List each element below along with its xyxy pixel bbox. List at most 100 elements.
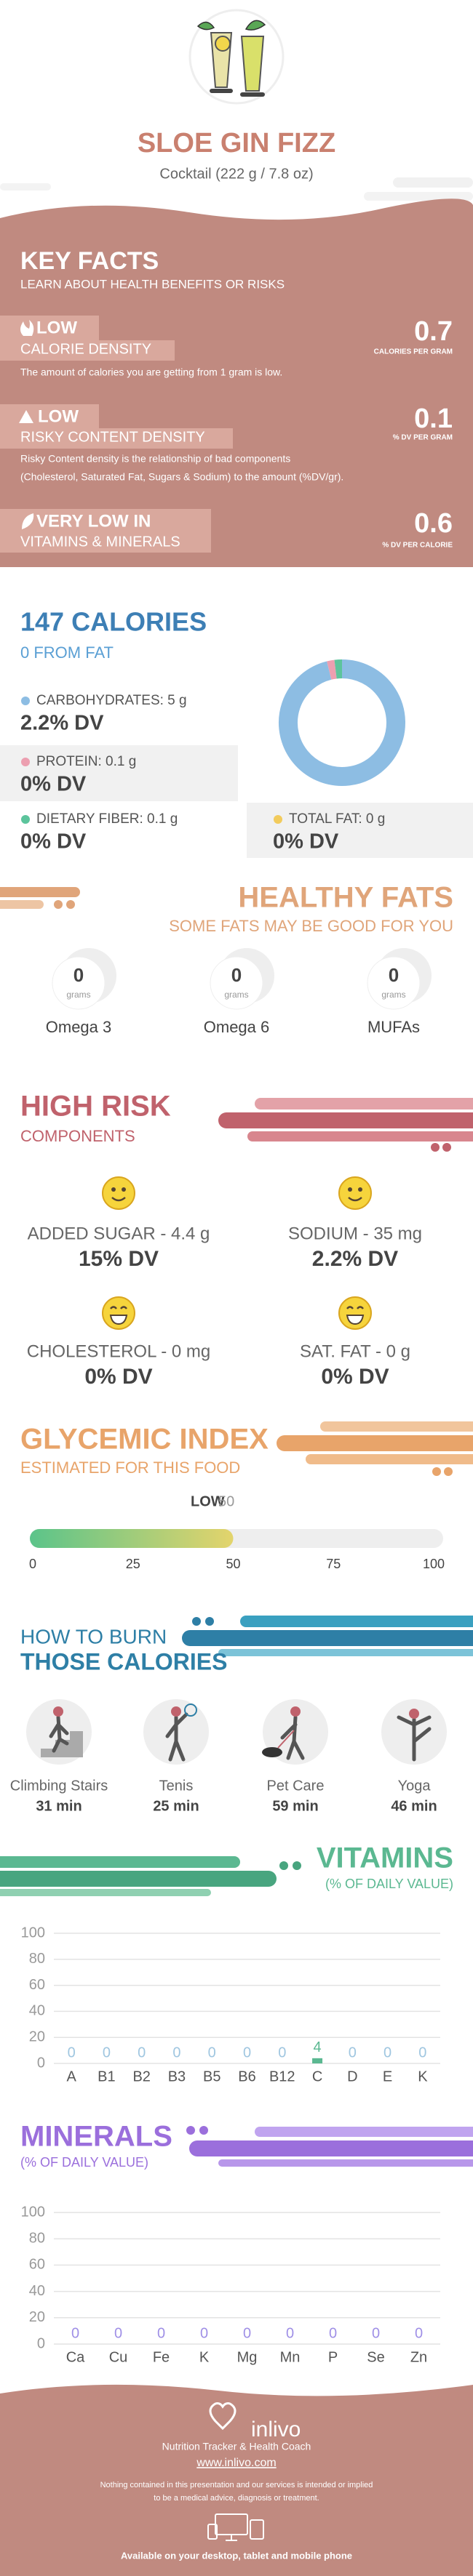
footer-bg bbox=[0, 2384, 473, 2576]
bar bbox=[312, 2058, 323, 2063]
y-tick-label: 80 bbox=[29, 1951, 45, 1967]
nutrient-band bbox=[0, 745, 238, 801]
fat-amount: 0 bbox=[73, 964, 84, 986]
value-label: 0 bbox=[172, 2045, 180, 2061]
y-tick-label: 20 bbox=[29, 2309, 45, 2325]
fat-name: Omega 6 bbox=[204, 1018, 270, 1036]
risk-dv: 15% DV bbox=[79, 1247, 159, 1271]
value-label: 0 bbox=[383, 2045, 391, 2061]
value-label: 0 bbox=[208, 2045, 216, 2061]
fact-value: 0.6 bbox=[414, 508, 453, 539]
fact-level: LOW bbox=[38, 406, 79, 426]
section-subtitle: ESTIMATED FOR THIS FOOD bbox=[20, 1458, 240, 1477]
nutrient-dv: 0% DV bbox=[20, 830, 87, 854]
disclaimer: to be a medical advice, diagnosis or tre… bbox=[154, 2494, 319, 2503]
nutrient-band bbox=[247, 803, 473, 858]
section-subtitle: SOME FATS MAY BE GOOD FOR YOU bbox=[169, 917, 453, 935]
fact-description: (Cholesterol, Saturated Fat, Sugars & So… bbox=[20, 471, 343, 483]
x-tick-label: B3 bbox=[168, 2069, 186, 2085]
x-tick-label: Ca bbox=[66, 2349, 85, 2365]
brand: inlivo bbox=[251, 2417, 301, 2441]
y-tick-label: 40 bbox=[29, 2283, 45, 2299]
activity-name: Climbing Stairs bbox=[10, 1778, 108, 1794]
section-subtitle: (% OF DAILY VALUE) bbox=[20, 2155, 148, 2170]
activity-icons bbox=[26, 1699, 447, 1765]
x-tick-label: P bbox=[328, 2349, 338, 2365]
fact-title: CALORIE DENSITY bbox=[20, 341, 151, 357]
fact-boxes bbox=[0, 316, 233, 553]
x-tick-label: B2 bbox=[132, 2069, 150, 2085]
activity-name: Tenis bbox=[159, 1778, 194, 1794]
availability: Available on your desktop, tablet and mo… bbox=[121, 2550, 352, 2561]
logo bbox=[209, 2402, 236, 2431]
value-label: 0 bbox=[418, 2045, 426, 2061]
risk-label: CHOLESTEROL - 0 mg bbox=[27, 1341, 211, 1361]
section-subtitle: 0 FROM FAT bbox=[20, 643, 114, 662]
x-tick-label: B1 bbox=[98, 2069, 115, 2085]
section-title: GLYCEMIC INDEX bbox=[20, 1424, 269, 1456]
nutrient-label: PROTEIN: 0.1 g bbox=[36, 754, 136, 769]
nutrient-label: DIETARY FIBER: 0.1 g bbox=[36, 811, 178, 827]
fact-unit: % DV PER CALORIE bbox=[382, 542, 453, 550]
section-title: HIGH RISK bbox=[20, 1091, 171, 1123]
section-title: VITAMINS bbox=[317, 1842, 453, 1874]
y-tick-label: 100 bbox=[21, 2204, 45, 2220]
section-title: 147 CALORIES bbox=[20, 607, 207, 637]
value-label: 0 bbox=[243, 2045, 251, 2061]
value-label: 0 bbox=[278, 2045, 286, 2061]
fact-level: VERY LOW IN bbox=[36, 511, 151, 531]
value-label: 0 bbox=[71, 2325, 79, 2341]
fact-unit: CALORIES PER GRAM bbox=[374, 348, 453, 356]
fact-icons bbox=[19, 320, 34, 529]
nutrient-dv: 0% DV bbox=[20, 773, 87, 796]
fact-unit: % DV PER GRAM bbox=[393, 434, 453, 442]
fact-description: Risky Content density is the relationshi… bbox=[20, 453, 290, 465]
donut-slice bbox=[327, 659, 337, 680]
y-tick-label: 100 bbox=[21, 1925, 45, 1941]
section-title: HEALTHY FATS bbox=[238, 882, 453, 914]
x-tick-label: Mn bbox=[280, 2349, 301, 2365]
x-tick-label: 25 bbox=[126, 1557, 140, 1571]
nutrient-label: CARBOHYDRATES: 5 g bbox=[36, 693, 187, 708]
key-facts-bg bbox=[0, 198, 473, 567]
y-tick-label: 40 bbox=[29, 2003, 45, 2019]
legend-dot bbox=[21, 758, 30, 766]
x-tick-label: B12 bbox=[269, 2069, 295, 2085]
value-label: 0 bbox=[286, 2325, 294, 2341]
title: SLOE GIN FIZZ bbox=[138, 128, 335, 159]
x-tick-label: B6 bbox=[238, 2069, 255, 2085]
x-tick-label: 0 bbox=[29, 1557, 36, 1571]
x-tick-label: C bbox=[312, 2069, 322, 2085]
stripes bbox=[182, 1616, 473, 1656]
y-tick-label: 60 bbox=[29, 1977, 45, 1993]
tagline: Nutrition Tracker & Health Coach bbox=[162, 2441, 311, 2452]
value-label: 0 bbox=[68, 2045, 76, 2061]
fact-description: The amount of calories you are getting f… bbox=[20, 366, 282, 378]
stripes bbox=[218, 1098, 473, 1152]
value-label: 0 bbox=[200, 2325, 208, 2341]
section-title: HOW TO BURN bbox=[20, 1625, 167, 1648]
x-tick-label: Cu bbox=[109, 2349, 128, 2365]
x-tick-label: Mg bbox=[237, 2349, 258, 2365]
y-tick-label: 80 bbox=[29, 2230, 45, 2246]
x-tick-label: 100 bbox=[423, 1557, 445, 1571]
section-subtitle: COMPONENTS bbox=[20, 1127, 135, 1145]
x-tick-label: E bbox=[383, 2069, 392, 2085]
activity-time: 31 min bbox=[36, 1798, 82, 1814]
value-label: 0 bbox=[349, 2045, 357, 2061]
disclaimer: Nothing contained in this presentation a… bbox=[100, 2481, 373, 2489]
activity-name: Yoga bbox=[398, 1778, 432, 1794]
value-label: 0 bbox=[372, 2325, 380, 2341]
legend-dot bbox=[274, 815, 282, 824]
value-label: 4 bbox=[313, 2039, 321, 2055]
value-label: 0 bbox=[103, 2045, 111, 2061]
section-subtitle: LEARN ABOUT HEALTH BENEFITS OR RISKS bbox=[20, 277, 285, 291]
fact-title: VITAMINS & MINERALS bbox=[20, 534, 180, 550]
stripes bbox=[0, 887, 80, 909]
header-decoration bbox=[0, 9, 473, 201]
y-tick-label: 0 bbox=[37, 2055, 45, 2071]
value-label: 0 bbox=[329, 2325, 337, 2341]
risk-label: SAT. FAT - 0 g bbox=[300, 1341, 410, 1361]
